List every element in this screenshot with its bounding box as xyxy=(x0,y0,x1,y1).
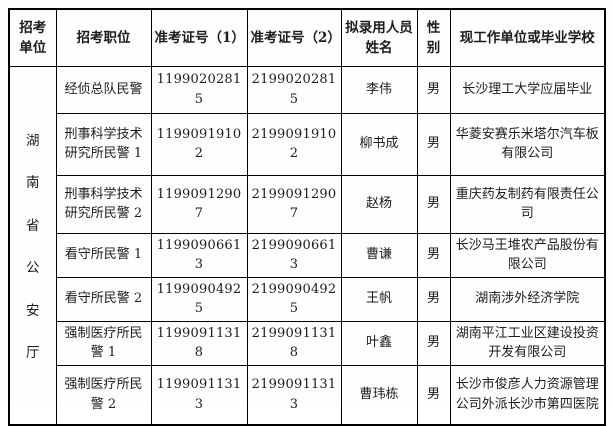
cell-name: 柳书成 xyxy=(340,112,418,176)
cell-name: 曹玮栋 xyxy=(340,364,418,426)
cell-school: 长沙理工大学应届毕业 xyxy=(449,65,606,114)
page: 招考单位 招考职位 准考证号（1） 准考证号（2） 拟录用人员姓名 性别 现工作… xyxy=(8,8,606,426)
header-name: 拟录用人员姓名 xyxy=(340,8,418,67)
header-row: 招考单位 招考职位 准考证号（1） 准考证号（2） 拟录用人员姓名 性别 现工作… xyxy=(8,8,606,67)
cell-gender: 男 xyxy=(416,320,451,366)
cell-ticket2: 21990906613 xyxy=(246,232,342,278)
cell-ticket1: 11990906613 xyxy=(150,232,248,278)
cell-ticket1: 11990904925 xyxy=(150,276,248,322)
unit-cell: 湖 南 省 公 安 厅 xyxy=(8,65,57,426)
cell-gender: 男 xyxy=(416,112,451,176)
unit-char: 南 xyxy=(26,175,40,192)
cell-name: 叶鑫 xyxy=(340,320,418,366)
cell-position: 刑事科学技术研究所民警 2 xyxy=(55,174,152,234)
cell-ticket2: 21990919102 xyxy=(246,112,342,176)
unit-char: 公 xyxy=(26,260,40,277)
cell-gender: 男 xyxy=(416,65,451,114)
table-row: 刑事科学技术研究所民警 2 11990912907 21990912907 赵杨… xyxy=(9,174,606,234)
cell-ticket2: 21990202815 xyxy=(246,65,342,114)
cell-name: 赵杨 xyxy=(340,174,418,234)
cell-name: 王帆 xyxy=(340,276,418,322)
cell-school: 华菱安赛乐米塔尔汽车板有限公司 xyxy=(449,112,606,176)
header-position: 招考职位 xyxy=(55,8,152,67)
header-ticket1: 准考证号（1） xyxy=(150,8,248,67)
cell-ticket1: 11990202815 xyxy=(150,65,248,114)
cell-name: 曹谦 xyxy=(340,232,418,278)
cell-position: 强制医疗所民警 2 xyxy=(55,364,152,426)
table-row: 湖 南 省 公 安 厅 经侦总队民警 11990202815 219902028… xyxy=(8,65,606,426)
cell-ticket2: 21990912907 xyxy=(246,174,342,234)
cell-ticket1: 11990911313 xyxy=(150,364,248,426)
cell-gender: 男 xyxy=(416,232,451,278)
cell-ticket2: 21990911313 xyxy=(246,364,342,426)
unit-char: 安 xyxy=(26,302,40,319)
cell-position: 看守所民警 2 xyxy=(55,276,152,322)
cell-position: 经侦总队民警 xyxy=(55,65,152,114)
cell-school: 湖南涉外经济学院 xyxy=(449,276,606,322)
header-unit: 招考单位 xyxy=(8,8,57,67)
cell-gender: 男 xyxy=(416,174,451,234)
cell-school: 湖南平江工业区建设投资开发有限公司 xyxy=(449,320,606,366)
table-row: 看守所民警 1 11990906613 21990906613 曹谦 男 长沙马… xyxy=(9,232,606,278)
cell-gender: 男 xyxy=(416,276,451,322)
cell-position: 看守所民警 1 xyxy=(55,232,152,278)
recruitment-table: 招考单位 招考职位 准考证号（1） 准考证号（2） 拟录用人员姓名 性别 现工作… xyxy=(8,8,606,426)
cell-ticket1: 11990911318 xyxy=(150,320,248,366)
header-school: 现工作单位或毕业学校 xyxy=(449,8,606,67)
table-row: 强制医疗所民警 2 11990911313 21990911313 曹玮栋 男 … xyxy=(9,364,606,426)
cell-name: 李伟 xyxy=(340,65,418,114)
unit-vertical-text: 湖 南 省 公 安 厅 xyxy=(10,67,55,424)
header-gender: 性别 xyxy=(416,8,451,67)
cell-ticket1: 11990912907 xyxy=(150,174,248,234)
unit-char: 湖 xyxy=(26,132,40,149)
cell-ticket1: 11990919102 xyxy=(150,112,248,176)
unit-char: 省 xyxy=(26,217,40,234)
cell-position: 强制医疗所民警 1 xyxy=(55,320,152,366)
cell-school: 重庆药友制药有限责任公司 xyxy=(449,174,606,234)
table-row: 刑事科学技术研究所民警 1 11990919102 21990919102 柳书… xyxy=(9,112,606,176)
table-row: 强制医疗所民警 1 11990911318 21990911318 叶鑫 男 湖… xyxy=(9,320,606,366)
cell-ticket2: 21990911318 xyxy=(246,320,342,366)
table-row: 看守所民警 2 11990904925 21990904925 王帆 男 湖南涉… xyxy=(9,276,606,322)
cell-position: 刑事科学技术研究所民警 1 xyxy=(55,112,152,176)
cell-school: 长沙市俊彦人力资源管理公司外派长沙市第四医院 xyxy=(449,364,606,426)
cell-school: 长沙马王堆农产品股份有限公司 xyxy=(449,232,606,278)
cell-gender: 男 xyxy=(416,364,451,426)
header-ticket2: 准考证号（2） xyxy=(246,8,342,67)
unit-char: 厅 xyxy=(26,345,40,362)
cell-ticket2: 21990904925 xyxy=(246,276,342,322)
